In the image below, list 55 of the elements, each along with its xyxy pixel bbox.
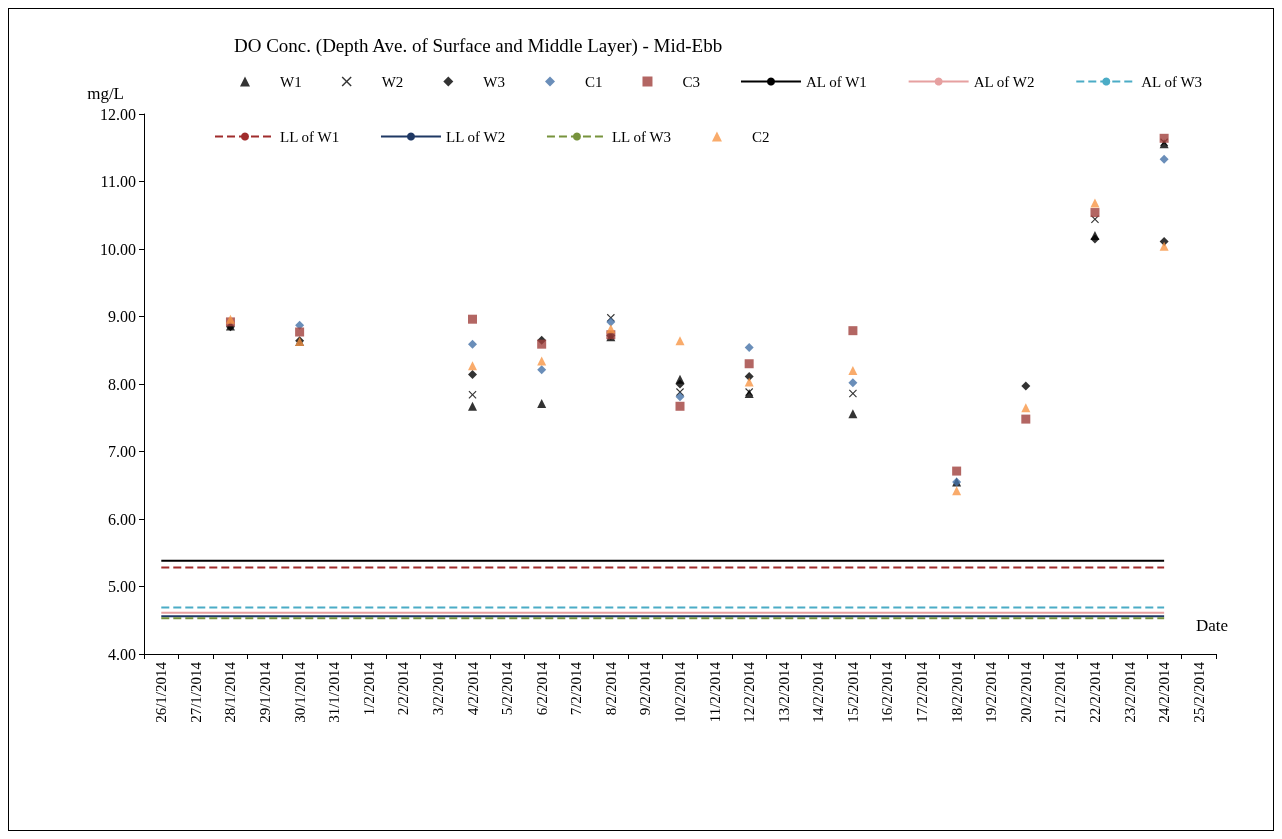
x-tick-label: 14/2/2014 xyxy=(810,661,827,723)
y-tick-label: 12.00 xyxy=(100,105,136,123)
x-tick-label: 29/1/2014 xyxy=(257,661,274,723)
x-tick-label: 4/2/2014 xyxy=(464,661,481,716)
x-tick-label: 6/2/2014 xyxy=(533,661,550,716)
x-axis-title: Date xyxy=(1196,616,1229,635)
x-tick-label: 30/1/2014 xyxy=(291,661,308,723)
y-tick-label: 4.00 xyxy=(108,645,136,663)
y-tick-label: 11.00 xyxy=(100,173,136,190)
x-tick-label: 15/2/2014 xyxy=(844,661,861,723)
x-tick-label: 8/2/2014 xyxy=(602,661,619,716)
y-tick-label: 8.00 xyxy=(108,375,136,393)
x-tick-label: 25/2/2014 xyxy=(1190,661,1207,723)
x-tick-label: 17/2/2014 xyxy=(914,661,931,723)
x-tick-label: 12/2/2014 xyxy=(741,661,758,723)
legend-label: AL of W3 xyxy=(1141,73,1203,90)
x-tick-label: 2/2/2014 xyxy=(395,661,412,716)
y-tick-label: 10.00 xyxy=(100,240,136,258)
x-tick-label: 13/2/2014 xyxy=(775,661,792,723)
y-tick-label: 9.00 xyxy=(108,308,136,325)
x-tick-label: 19/2/2014 xyxy=(983,661,1000,723)
x-tick-label: 1/2/2014 xyxy=(360,661,377,716)
y-tick-label: 7.00 xyxy=(108,443,136,460)
x-tick-label: 31/1/2014 xyxy=(326,661,343,723)
x-tick-label: 24/2/2014 xyxy=(1156,661,1173,723)
legend-label: LL of W2 xyxy=(445,128,506,145)
legend-label: W1 xyxy=(280,73,302,90)
x-tick-label: 28/1/2014 xyxy=(222,661,239,723)
legend-label: C2 xyxy=(751,128,770,145)
x-tick-label: 7/2/2014 xyxy=(568,661,585,716)
y-tick-label: 5.00 xyxy=(108,578,136,595)
legend-label: W3 xyxy=(483,73,505,90)
legend-label: C3 xyxy=(682,73,700,90)
x-tick-label: 26/1/2014 xyxy=(153,661,170,723)
legend-label: C1 xyxy=(584,73,603,90)
x-tick-label: 3/2/2014 xyxy=(429,661,446,716)
x-tick-label: 9/2/2014 xyxy=(637,661,654,716)
x-tick-label: 10/2/2014 xyxy=(672,661,688,723)
legend-label: AL of W1 xyxy=(805,73,867,90)
x-tick-label: 27/1/2014 xyxy=(187,661,204,723)
x-tick-label: 5/2/2014 xyxy=(499,661,516,716)
legend-label: AL of W2 xyxy=(973,73,1035,90)
x-tick-label: 23/2/2014 xyxy=(1121,661,1138,723)
x-tick-label: 22/2/2014 xyxy=(1086,661,1103,723)
chart-title: DO Conc. (Depth Ave. of Surface and Middle Layer) - Mid-Ebb xyxy=(234,35,723,57)
legend-label: LL of W3 xyxy=(611,128,672,145)
x-tick-label: 20/2/2014 xyxy=(1017,661,1034,723)
x-tick-label: 21/2/2014 xyxy=(1052,661,1069,723)
x-tick-label: 18/2/2014 xyxy=(948,661,965,723)
x-tick-label: 16/2/2014 xyxy=(879,661,896,723)
legend-label: W2 xyxy=(381,73,404,90)
legend-label: LL of W1 xyxy=(280,128,340,145)
x-tick-label: 11/2/2014 xyxy=(706,661,723,723)
y-axis-title: mg/L xyxy=(87,84,124,103)
y-tick-label: 6.00 xyxy=(108,510,136,528)
